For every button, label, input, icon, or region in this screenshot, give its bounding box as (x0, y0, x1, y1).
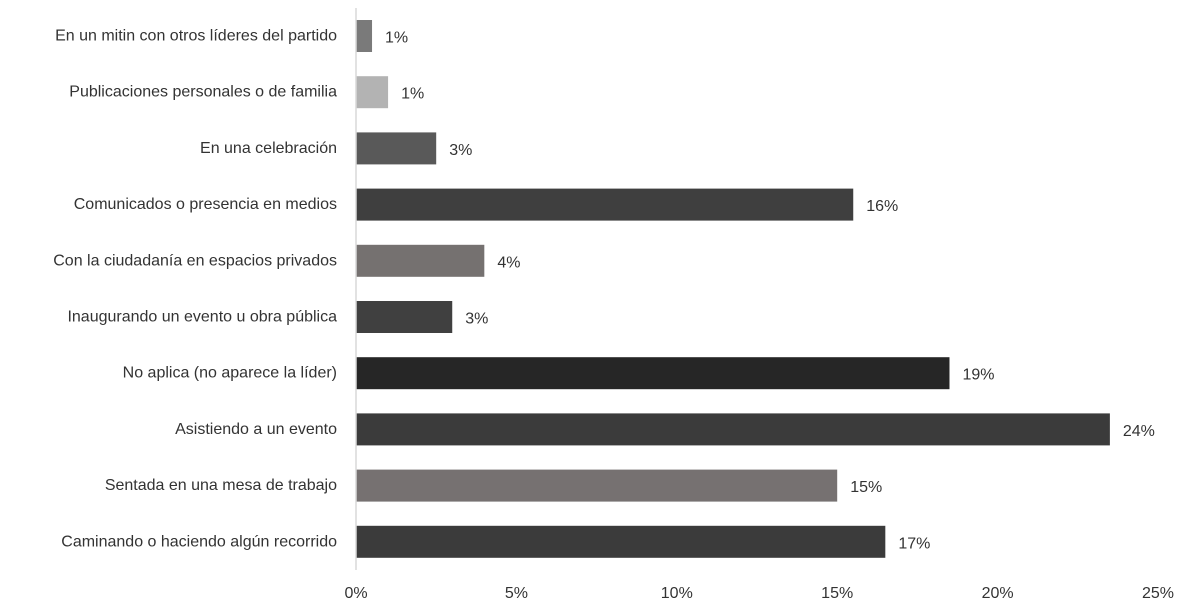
bar (356, 525, 886, 558)
data-labels: 1% 1% 3% 16% 4% 3% 19% 24% 15% 17% (385, 30, 1155, 553)
category-label: Asistiendo a un evento (175, 421, 337, 438)
data-label: 24% (1123, 423, 1155, 440)
data-label: 1% (401, 86, 424, 103)
x-tick-label: 25% (1142, 585, 1174, 602)
category-label: En un mitin con otros líderes del partid… (55, 28, 337, 45)
bar (356, 132, 437, 165)
bar (356, 469, 838, 502)
category-label: Inaugurando un evento u obra pública (67, 309, 337, 326)
bar (356, 244, 485, 277)
x-axis-ticks: 0% 5% 10% 15% 20% 25% (344, 585, 1174, 602)
data-label: 16% (866, 198, 898, 215)
bar (356, 357, 950, 390)
data-label: 19% (962, 367, 994, 384)
category-label: Caminando o haciendo algún recorrido (61, 533, 337, 550)
bar (356, 188, 854, 221)
bar (356, 413, 1110, 446)
data-label: 17% (898, 535, 930, 552)
x-tick-label: 15% (821, 585, 853, 602)
bar (356, 76, 389, 109)
data-label: 3% (449, 142, 472, 159)
bars (356, 20, 1110, 558)
data-label: 1% (385, 30, 408, 47)
category-label: Con la ciudadanía en espacios privados (53, 252, 337, 269)
x-tick-label: 20% (982, 585, 1014, 602)
category-label: Publicaciones personales o de familia (69, 84, 337, 101)
x-tick-label: 10% (661, 585, 693, 602)
data-label: 4% (497, 254, 520, 271)
bar (356, 301, 453, 333)
bar (356, 20, 373, 52)
data-label: 15% (850, 479, 882, 496)
category-label: En una celebración (200, 140, 337, 157)
category-label: No aplica (no aparece la líder) (123, 365, 337, 382)
category-label: Comunicados o presencia en medios (74, 196, 337, 213)
x-tick-label: 5% (505, 585, 528, 602)
data-label: 3% (465, 311, 488, 328)
x-tick-label: 0% (344, 585, 367, 602)
category-label: Sentada en una mesa de trabajo (105, 477, 337, 494)
category-labels: En un mitin con otros líderes del partid… (53, 28, 337, 551)
